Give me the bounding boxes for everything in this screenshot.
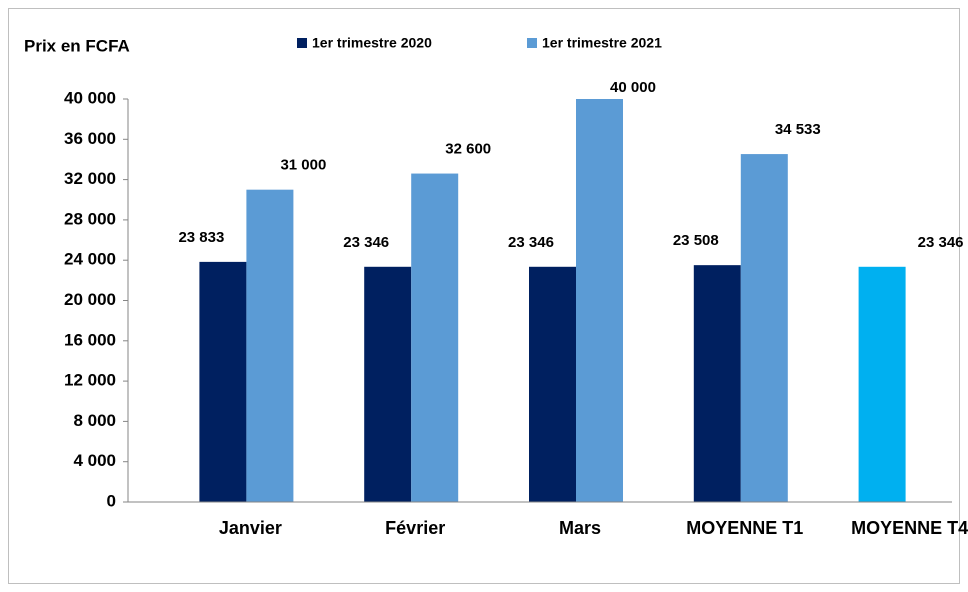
y-tick-label: 40 000 bbox=[64, 88, 116, 107]
y-tick-label: 24 000 bbox=[64, 250, 116, 269]
y-tick-label: 32 000 bbox=[64, 169, 116, 188]
y-tick-label: 0 bbox=[107, 491, 116, 510]
value-label: 23 346 bbox=[343, 234, 389, 251]
legend-swatch bbox=[527, 38, 537, 48]
value-label: 23 346 bbox=[508, 234, 554, 251]
value-label: 40 000 bbox=[610, 79, 656, 96]
bar bbox=[529, 266, 576, 502]
chart-frame bbox=[8, 8, 960, 584]
value-label: 32 600 bbox=[445, 141, 491, 158]
y-tick-label: 20 000 bbox=[64, 290, 116, 309]
bar bbox=[364, 266, 412, 502]
x-tick-label: MOYENNE T4 bbox=[851, 518, 968, 538]
x-tick-label: MOYENNE T1 bbox=[686, 518, 803, 538]
y-tick-label: 12 000 bbox=[64, 371, 116, 390]
value-label: 34 533 bbox=[775, 121, 821, 138]
value-label: 31 000 bbox=[280, 157, 326, 174]
x-tick-label: Mars bbox=[559, 518, 601, 538]
legend-label: 1er trimestre 2021 bbox=[542, 35, 662, 51]
bar bbox=[858, 266, 906, 502]
bar bbox=[693, 265, 741, 502]
legend-swatch bbox=[297, 38, 307, 48]
bar bbox=[576, 99, 623, 502]
y-tick-label: 36 000 bbox=[64, 129, 116, 148]
bar bbox=[740, 154, 788, 503]
y-axis-label: Prix en FCFA bbox=[24, 36, 130, 55]
value-label: 23 508 bbox=[673, 232, 719, 249]
bar bbox=[199, 261, 247, 502]
y-tick-label: 4 000 bbox=[73, 451, 116, 470]
value-label: 23 833 bbox=[178, 229, 224, 246]
x-tick-label: Février bbox=[385, 518, 445, 538]
legend-label: 1er trimestre 2020 bbox=[312, 35, 432, 51]
bar bbox=[411, 173, 459, 502]
value-label: 23 346 bbox=[918, 234, 964, 251]
y-tick-label: 28 000 bbox=[64, 209, 116, 228]
x-tick-label: Janvier bbox=[219, 518, 282, 538]
bar bbox=[246, 189, 294, 503]
y-tick-label: 16 000 bbox=[64, 330, 116, 349]
y-tick-label: 8 000 bbox=[73, 411, 116, 430]
